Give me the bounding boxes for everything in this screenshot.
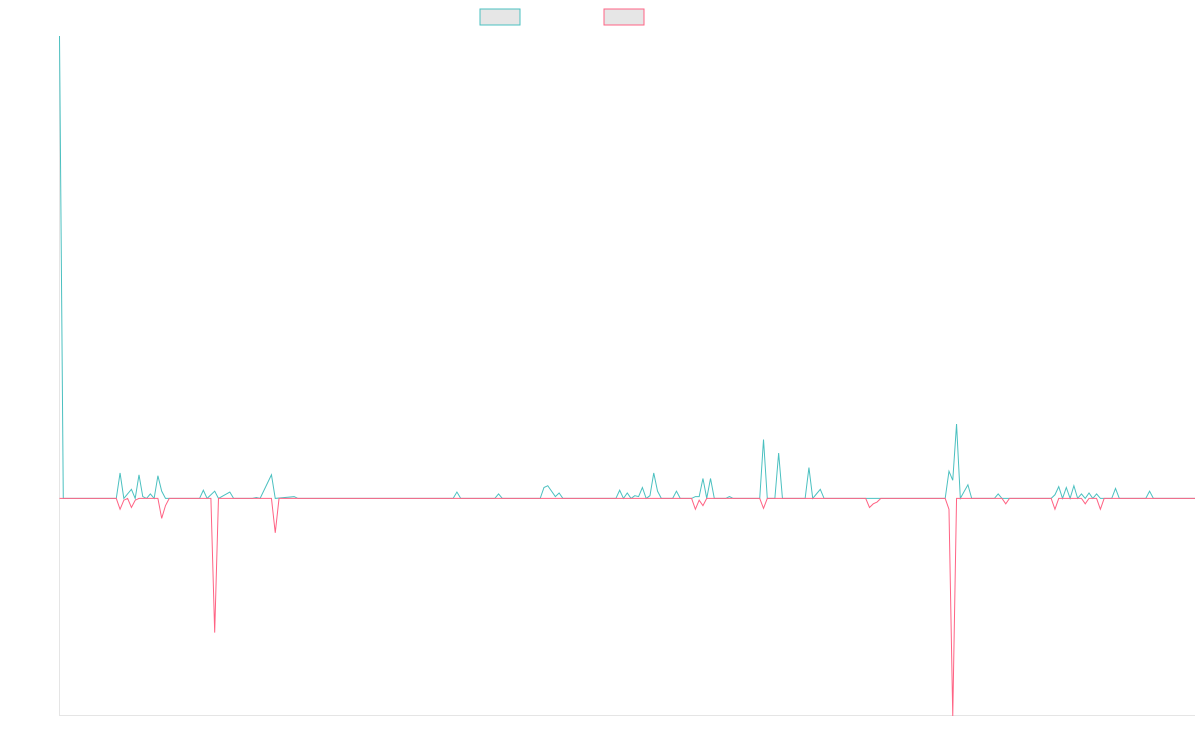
legend-swatch-series-2: [603, 8, 645, 26]
legend-item-series-1[interactable]: [479, 8, 521, 26]
legend-item-series-2[interactable]: [603, 8, 645, 26]
series-1-line: [59, 35, 1195, 501]
legend: [479, 8, 645, 26]
plot-area: [59, 35, 1195, 717]
legend-swatch-series-1: [479, 8, 521, 26]
series-2-line: [59, 497, 1195, 717]
